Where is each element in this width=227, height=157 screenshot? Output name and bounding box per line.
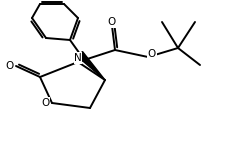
Text: N: N [74, 53, 82, 63]
Text: O: O [108, 17, 116, 27]
Text: O: O [41, 98, 49, 108]
Polygon shape [77, 51, 105, 80]
Text: O: O [148, 49, 156, 59]
Text: O: O [6, 61, 14, 71]
